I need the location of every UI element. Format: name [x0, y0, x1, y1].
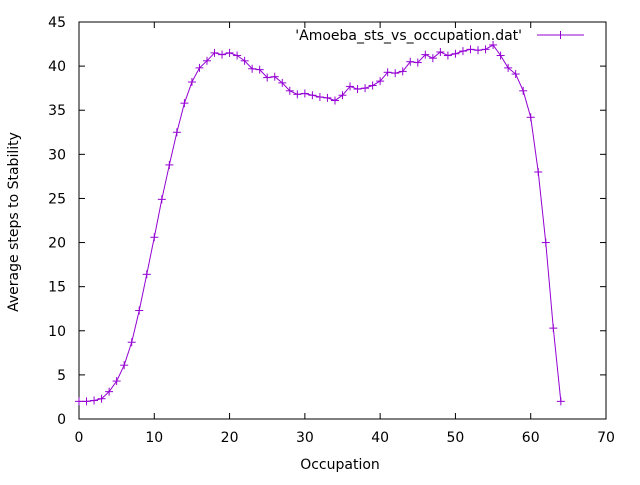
- data-point-marker: [406, 57, 415, 66]
- data-point-marker: [368, 81, 377, 90]
- data-point-marker: [270, 72, 279, 81]
- x-axis-label: Occupation: [300, 457, 380, 473]
- y-tick-label: 10: [48, 324, 66, 340]
- x-tick-label: 70: [597, 430, 615, 446]
- x-tick-label: 40: [371, 430, 389, 446]
- data-point-marker: [534, 167, 543, 176]
- data-point-marker: [413, 58, 422, 67]
- data-point-marker: [526, 113, 535, 122]
- data-point-marker: [225, 48, 234, 57]
- data-point-marker: [398, 67, 407, 76]
- data-point-marker: [474, 46, 483, 55]
- data-point-marker: [489, 40, 498, 49]
- data-point-marker: [82, 397, 91, 406]
- data-point-marker: [428, 54, 437, 63]
- y-tick-label: 20: [48, 236, 66, 252]
- data-point-marker: [278, 78, 287, 87]
- y-tick-label: 25: [48, 191, 66, 207]
- data-point-marker: [165, 160, 174, 169]
- y-tick-label: 30: [48, 147, 66, 163]
- data-point-marker: [353, 85, 362, 94]
- y-tick-label: 45: [48, 15, 66, 31]
- legend-label: 'Amoeba_sts_vs_occupation.dat': [295, 28, 522, 44]
- y-tick-label: 15: [48, 280, 66, 296]
- plot-frame: [78, 21, 607, 420]
- x-tick-label: 20: [221, 430, 239, 446]
- data-point-marker: [436, 47, 445, 56]
- data-point-marker: [172, 128, 181, 137]
- data-point-marker: [383, 68, 392, 77]
- data-point-marker: [346, 82, 355, 91]
- data-point-marker: [202, 56, 211, 65]
- x-tick-label: 30: [296, 430, 314, 446]
- data-point-marker: [157, 195, 166, 204]
- data-point-marker: [519, 86, 528, 95]
- data-point-marker: [300, 89, 309, 98]
- data-point-marker: [458, 47, 467, 56]
- data-point-marker: [105, 387, 114, 396]
- data-point-marker: [263, 73, 272, 82]
- data-point-marker: [135, 306, 144, 315]
- data-point-marker: [75, 397, 83, 406]
- y-tick-label: 0: [57, 412, 66, 428]
- data-point-marker: [315, 92, 324, 101]
- data-point-marker: [556, 397, 565, 406]
- data-point-marker: [112, 377, 121, 386]
- data-point-marker: [120, 361, 129, 370]
- data-point-marker: [443, 51, 452, 60]
- x-tick-label: 50: [447, 430, 465, 446]
- data-point-marker: [511, 70, 520, 79]
- y-tick-label: 35: [48, 103, 66, 119]
- data-point-marker: [496, 51, 505, 60]
- data-point-marker: [127, 338, 136, 347]
- data-point-marker: [361, 84, 370, 93]
- y-tick-label: 5: [57, 368, 66, 384]
- data-point-marker: [285, 86, 294, 95]
- data-point-marker: [541, 238, 550, 247]
- data-point-marker: [195, 63, 204, 72]
- legend: 'Amoeba_sts_vs_occupation.dat': [295, 28, 584, 44]
- data-point-marker: [338, 91, 347, 100]
- data-point-marker: [187, 77, 196, 86]
- legend-line-sample: [537, 31, 584, 39]
- x-tick-label: 10: [145, 430, 163, 446]
- data-point-marker: [210, 48, 219, 57]
- data-point-marker: [97, 394, 106, 403]
- axes-layer: 0 10 20 30 40 50 60 70 0 5 10 15 20 25 30 35 40 45: [48, 15, 615, 446]
- data-point-marker: [308, 91, 317, 100]
- data-point-marker: [218, 50, 227, 59]
- data-point-marker: [549, 324, 558, 333]
- series-layer: [75, 40, 565, 406]
- data-point-marker: [233, 51, 242, 60]
- data-point-marker: [240, 56, 249, 65]
- data-point-marker: [248, 64, 257, 73]
- data-point-marker: [90, 396, 99, 405]
- data-point-marker: [504, 63, 513, 72]
- data-point-marker: [180, 99, 189, 108]
- data-point-marker: [142, 270, 151, 279]
- x-tick-label: 0: [75, 430, 84, 446]
- data-point-marker: [323, 93, 332, 102]
- data-point-marker: [330, 96, 339, 105]
- y-tick-label: 40: [48, 59, 66, 75]
- y-axis-label: Average steps to Stability: [6, 132, 22, 312]
- data-point-marker: [391, 69, 400, 78]
- data-point-marker: [481, 45, 490, 54]
- data-point-marker: [421, 50, 430, 59]
- data-point-marker: [255, 65, 264, 74]
- x-tick-label: 60: [522, 430, 540, 446]
- data-point-marker: [451, 49, 460, 58]
- data-point-marker: [466, 45, 475, 54]
- data-point-marker: [376, 77, 385, 86]
- data-point-marker: [293, 90, 302, 99]
- data-point-marker: [150, 233, 159, 242]
